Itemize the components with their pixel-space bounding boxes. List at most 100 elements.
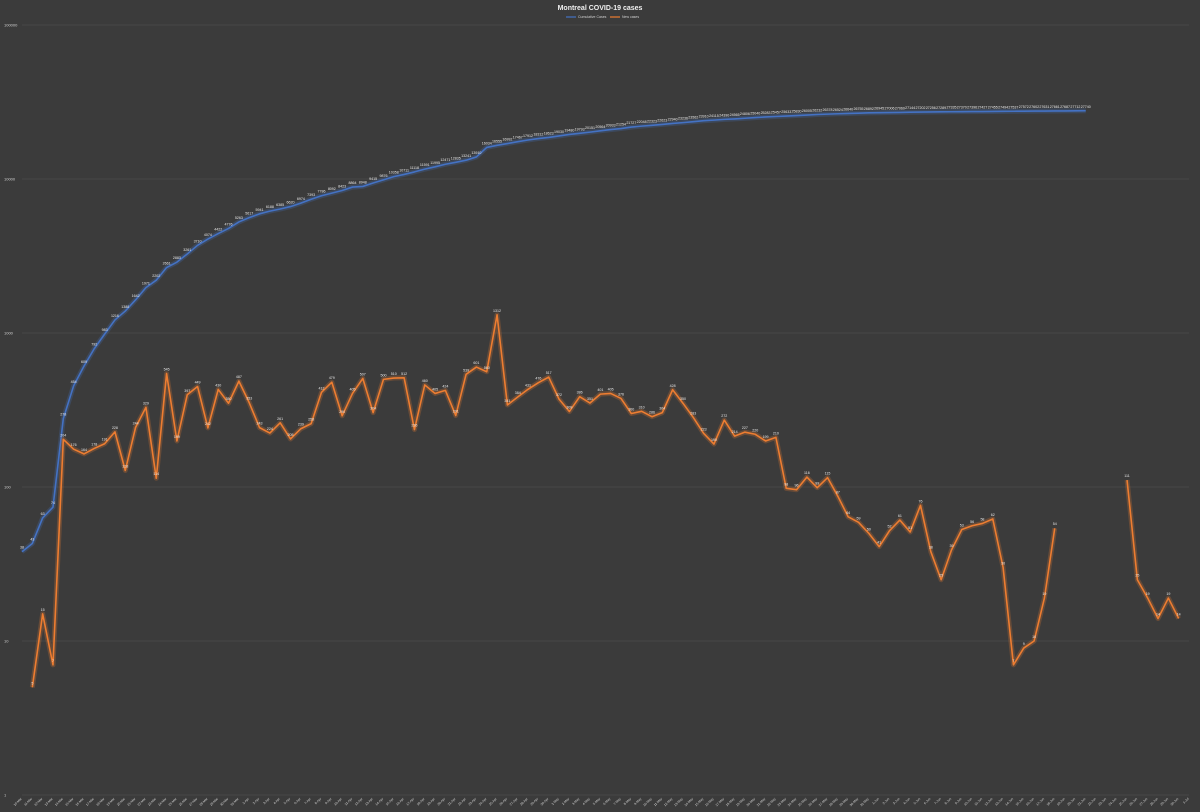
x-tick-label: 16-May — [704, 797, 715, 808]
data-label-new-cases: 53 — [960, 523, 964, 527]
data-label-cumulative: 26378 — [823, 108, 833, 112]
x-tick-label: 30-Jun — [1170, 797, 1180, 807]
x-tick-label: 4-Jun — [902, 797, 911, 806]
grid — [22, 24, 1189, 796]
x-tick-label: 27-Jun — [1139, 797, 1149, 807]
data-label-new-cases: 96 — [795, 484, 799, 488]
x-tick-label: 25-Apr — [488, 796, 498, 806]
x-tick-label: 10-Mar — [13, 796, 24, 807]
data-label-cumulative: 11118 — [410, 166, 419, 170]
x-tick-label: 28-Mar — [199, 796, 210, 807]
x-tick-label: 16-Jun — [1025, 797, 1035, 807]
data-label-cumulative: 23910 — [699, 115, 709, 119]
data-label-cumulative: 43 — [30, 537, 34, 541]
data-label-new-cases: 239 — [298, 423, 304, 427]
x-tick-label: 17-Apr — [406, 796, 416, 806]
x-tick-label: 13-Mar — [44, 796, 55, 807]
x-tick-label: 10-Apr — [333, 796, 343, 806]
x-tick-label: 9-Apr — [324, 796, 333, 805]
data-label-new-cases: 272 — [721, 414, 727, 418]
data-label-new-cases: 205 — [288, 433, 294, 437]
data-label-new-cases: 220 — [752, 428, 758, 432]
data-label-cumulative: 25830 — [792, 110, 802, 114]
x-tick-label: 21-Mar — [126, 796, 137, 807]
data-label-new-cases: 19 — [1146, 592, 1150, 596]
data-label-new-cases: 178 — [91, 442, 97, 446]
data-label-new-cases: 350 — [226, 397, 232, 401]
data-label-new-cases: 428 — [670, 384, 676, 388]
data-label-new-cases: 7 — [52, 659, 54, 663]
data-label-cumulative: 26640 — [843, 107, 853, 111]
data-label-new-cases: 512 — [401, 372, 407, 376]
x-tick-label: 10-Jun — [963, 797, 973, 807]
data-label-new-cases: 62 — [991, 513, 995, 517]
data-label-cumulative: 8864 — [348, 181, 356, 185]
data-label-new-cases: 286 — [649, 411, 655, 415]
data-label-new-cases: 128 — [122, 464, 128, 468]
data-label-cumulative: 26524 — [833, 108, 843, 112]
series-line-new-cases — [31, 314, 1056, 688]
x-tick-label: 31-May — [859, 797, 870, 808]
data-label-cumulative: 19480 — [564, 128, 574, 132]
data-label-new-cases: 242 — [205, 422, 211, 426]
x-tick-label: 20-Apr — [437, 796, 447, 806]
data-label-cumulative: 26892 — [864, 107, 874, 111]
data-label-cumulative: 4776 — [225, 222, 233, 226]
data-label-cumulative: 983 — [102, 328, 108, 332]
x-tick-label: 6-Jun — [923, 797, 932, 806]
data-label-cumulative: 27455 — [988, 105, 998, 109]
x-tick-label: 15-May — [694, 797, 705, 808]
data-label-cumulative: 63 — [41, 512, 45, 516]
data-label-new-cases: 401 — [597, 388, 603, 392]
x-tick-label: 4-May — [582, 797, 591, 806]
x-tick-label: 17-Mar — [85, 796, 96, 807]
x-tick-label: 1-Apr — [242, 796, 251, 805]
data-label-cumulative: 609 — [81, 360, 87, 364]
data-label-cumulative: 27602 — [1029, 105, 1039, 109]
series — [20, 108, 1181, 688]
x-tick-label: 23-Mar — [147, 796, 158, 807]
x-tick-label: 23-May — [777, 797, 788, 808]
data-label-new-cases: 210 — [773, 431, 779, 435]
data-label-new-cases: 204 — [60, 433, 66, 437]
x-tick-label: 9-May — [633, 797, 642, 806]
data-label-cumulative: 27202 — [915, 106, 925, 110]
data-label-new-cases: 58 — [980, 517, 984, 521]
data-label-new-cases: 38 — [929, 546, 933, 550]
x-tick-label: 19-Apr — [426, 796, 436, 806]
data-label-new-cases: 507 — [360, 372, 366, 376]
x-tick-label: 17-May — [715, 797, 726, 808]
data-label-new-cases: 25 — [939, 574, 943, 578]
data-label-new-cases: 243 — [257, 422, 263, 426]
data-label-cumulative: 12471 — [440, 158, 450, 162]
x-tick-label: 14-Mar — [54, 796, 65, 807]
x-tick-label: 12-May — [663, 797, 674, 808]
x-tick-label: 24-Mar — [157, 796, 168, 807]
data-label-new-cases: 111 — [1124, 474, 1129, 478]
data-label-new-cases: 545 — [164, 368, 170, 372]
x-tick-label: 18-Mar — [95, 796, 106, 807]
data-label-new-cases: 30 — [1001, 562, 1005, 566]
x-tick-label: 20-Jun — [1066, 797, 1076, 807]
data-label-cumulative: 20151 — [585, 126, 595, 130]
x-tick-label: 18-May — [725, 797, 736, 808]
data-label-new-cases: 98 — [784, 482, 788, 486]
data-label-cumulative: 20933 — [606, 124, 616, 128]
data-label-cumulative: 27335 — [946, 106, 956, 110]
data-label-new-cases: 164 — [81, 448, 87, 452]
data-label-new-cases: 19 — [1166, 592, 1170, 596]
data-label-cumulative: 4074 — [204, 233, 212, 237]
data-label-new-cases: 214 — [732, 430, 738, 434]
data-label-new-cases: 487 — [236, 375, 242, 379]
x-tick-label: 8-May — [623, 797, 632, 806]
data-label-new-cases: 114 — [153, 472, 159, 476]
data-label-new-cases: 56 — [970, 520, 974, 524]
data-label-new-cases: 430 — [215, 383, 221, 387]
data-label-new-cases: 309 — [566, 406, 572, 410]
x-tick-label: 26-Mar — [178, 796, 189, 807]
data-label-new-cases: 350 — [680, 397, 686, 401]
x-tick-label: 3-May — [571, 797, 580, 806]
x-tick-label: 13-Jun — [994, 797, 1004, 807]
data-label-new-cases: 64 — [846, 511, 850, 515]
data-label-new-cases: 258 — [308, 418, 314, 422]
